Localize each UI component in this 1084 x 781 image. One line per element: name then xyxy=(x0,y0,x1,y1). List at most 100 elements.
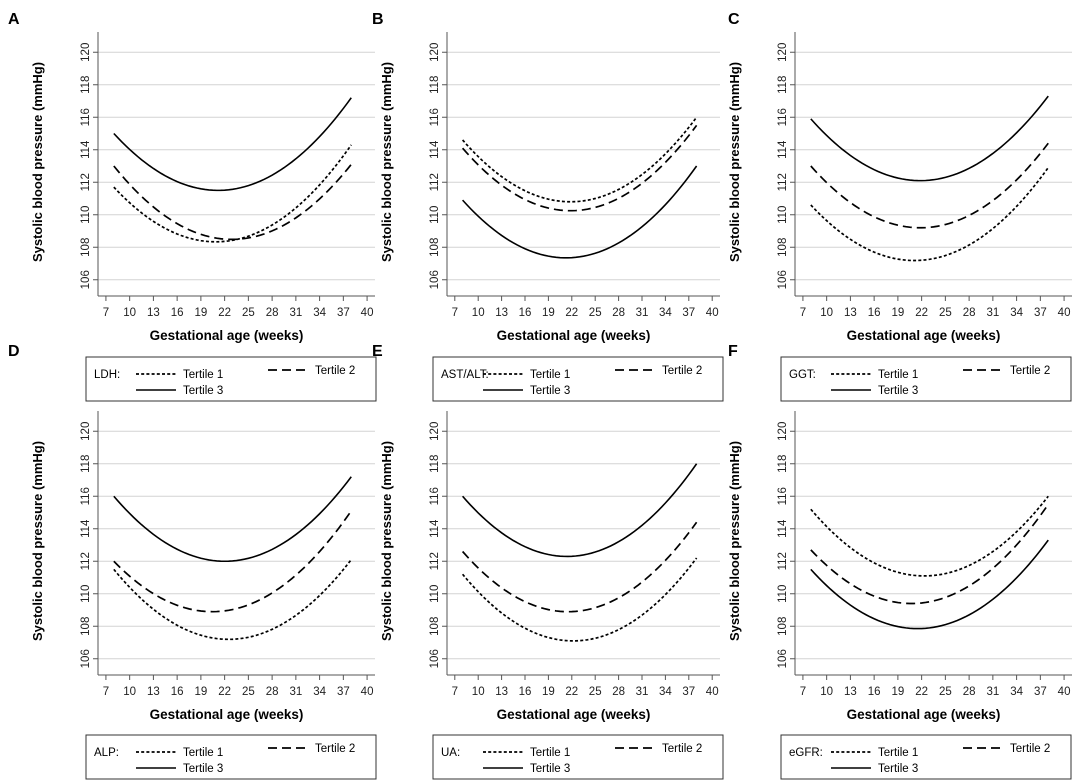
x-tick-label: 13 xyxy=(495,307,508,319)
y-tick-label: 118 xyxy=(80,455,92,473)
series-line-tertile-1 xyxy=(461,557,698,642)
panel-letter: A xyxy=(8,11,20,28)
x-tick-label: 10 xyxy=(820,686,833,698)
legend-title: ALP: xyxy=(94,747,119,759)
series-line-tertile-3 xyxy=(810,95,1049,182)
x-tick-label: 28 xyxy=(612,686,625,698)
legend-label: Tertile 1 xyxy=(530,747,570,759)
y-tick-label: 110 xyxy=(429,206,441,224)
series-line-tertile-2 xyxy=(113,163,352,241)
legend: UA: Tertile 1 Tertile 2 Tertile 3 xyxy=(432,734,724,780)
x-tick-label: 7 xyxy=(103,686,109,698)
legend-title: eGFR: xyxy=(789,747,823,759)
y-tick-label: 116 xyxy=(429,487,441,505)
x-tick-label: 37 xyxy=(682,686,695,698)
x-tick-label: 22 xyxy=(218,307,231,319)
y-tick-label: 106 xyxy=(777,649,789,668)
legend-box xyxy=(780,356,1072,402)
x-tick-label: 31 xyxy=(289,307,302,319)
y-tick-label: 116 xyxy=(777,108,789,126)
legend-title: GGT: xyxy=(789,369,816,381)
legend-label: Tertile 3 xyxy=(530,763,570,775)
x-tick-label: 16 xyxy=(519,307,532,319)
x-tick-label: 31 xyxy=(289,686,302,698)
y-tick-label: 110 xyxy=(777,585,789,603)
x-tick-label: 28 xyxy=(266,307,279,319)
panel-c: C 106 108 110 112 114 116 118 120 7 10 13 16 19 22 25 28… xyxy=(727,11,1072,402)
y-tick-label: 120 xyxy=(80,422,92,441)
y-tick-label: 114 xyxy=(429,519,441,538)
legend-label: Tertile 2 xyxy=(662,365,702,377)
y-tick-label: 120 xyxy=(80,43,92,62)
y-tick-label: 120 xyxy=(429,43,441,62)
x-tick-label: 34 xyxy=(313,686,326,698)
x-tick-label: 10 xyxy=(123,307,136,319)
series-line-tertile-3 xyxy=(810,539,1049,630)
series-line-tertile-1 xyxy=(113,559,352,641)
y-tick-label: 106 xyxy=(777,270,789,289)
legend-box xyxy=(432,734,724,780)
y-tick-label: 112 xyxy=(429,552,441,570)
series-line-tertile-2 xyxy=(461,521,698,613)
x-axis-label: Gestational age (weeks) xyxy=(150,328,304,343)
y-tick-label: 110 xyxy=(777,206,789,224)
y-tick-label: 118 xyxy=(429,455,441,473)
legend-label: Tertile 1 xyxy=(530,369,570,381)
x-axis-label: Gestational age (weeks) xyxy=(497,328,651,343)
x-tick-label: 25 xyxy=(242,686,255,698)
panel-f: F 106 108 110 112 114 116 118 120 7 10 13 16 19 22 25 28… xyxy=(727,343,1072,780)
y-tick-label: 118 xyxy=(777,76,789,94)
y-tick-label: 112 xyxy=(777,173,789,191)
legend: GGT: Tertile 1 Tertile 2 Tertile 3 xyxy=(780,356,1072,402)
legend-label: Tertile 2 xyxy=(662,743,702,755)
legend-title: UA: xyxy=(441,747,460,759)
x-tick-label: 7 xyxy=(452,307,458,319)
y-tick-label: 120 xyxy=(777,422,789,441)
panel-b: B 106 108 110 112 114 116 118 120 7 10 13 16 19 22 25 28… xyxy=(372,11,724,402)
legend-label: Tertile 1 xyxy=(878,747,918,759)
legend-label: Tertile 2 xyxy=(1010,743,1050,755)
x-tick-label: 13 xyxy=(147,307,160,319)
legend: AST/ALT: Tertile 1 Tertile 2 Tertile 3 xyxy=(432,356,724,402)
x-tick-label: 7 xyxy=(452,686,458,698)
series-line-tertile-1 xyxy=(113,144,352,243)
y-tick-label: 112 xyxy=(777,552,789,570)
series-line-tertile-3 xyxy=(113,97,352,192)
x-tick-label: 19 xyxy=(194,307,207,319)
x-tick-label: 40 xyxy=(706,686,719,698)
x-tick-label: 13 xyxy=(495,686,508,698)
y-tick-label: 112 xyxy=(80,552,92,570)
x-tick-label: 28 xyxy=(963,686,976,698)
x-tick-label: 31 xyxy=(636,307,649,319)
x-tick-label: 7 xyxy=(800,307,806,319)
y-axis-label: Systolic blood pressure (mmHg) xyxy=(727,62,742,262)
y-tick-label: 114 xyxy=(80,140,92,159)
x-axis-label: Gestational age (weeks) xyxy=(847,707,1001,722)
x-tick-label: 22 xyxy=(218,686,231,698)
x-tick-label: 13 xyxy=(147,686,160,698)
x-tick-label: 13 xyxy=(844,307,857,319)
series-line-tertile-3 xyxy=(462,165,698,259)
x-tick-label: 34 xyxy=(659,686,672,698)
y-tick-label: 116 xyxy=(429,108,441,126)
legend: eGFR: Tertile 1 Tertile 2 Tertile 3 xyxy=(780,734,1072,780)
x-tick-label: 10 xyxy=(472,686,485,698)
legend-label: Tertile 3 xyxy=(878,385,918,397)
y-tick-label: 110 xyxy=(429,585,441,603)
legend-label: Tertile 1 xyxy=(183,369,223,381)
x-tick-label: 22 xyxy=(565,307,578,319)
legend-box xyxy=(85,356,377,402)
x-tick-label: 19 xyxy=(542,686,555,698)
x-tick-label: 7 xyxy=(800,686,806,698)
legend-box xyxy=(780,734,1072,780)
x-tick-label: 22 xyxy=(565,686,578,698)
x-tick-label: 40 xyxy=(1058,686,1071,698)
y-axis-label: Systolic blood pressure (mmHg) xyxy=(727,441,742,641)
y-tick-label: 120 xyxy=(777,43,789,62)
legend-label: Tertile 3 xyxy=(878,763,918,775)
y-tick-label: 106 xyxy=(80,270,92,289)
panel-a: A 106 108 110 112 114 116 118 120 7 10 13 16 19 22 25 28… xyxy=(8,11,377,402)
y-tick-label: 112 xyxy=(429,173,441,191)
legend-label: Tertile 3 xyxy=(183,763,223,775)
y-tick-label: 110 xyxy=(80,585,92,603)
